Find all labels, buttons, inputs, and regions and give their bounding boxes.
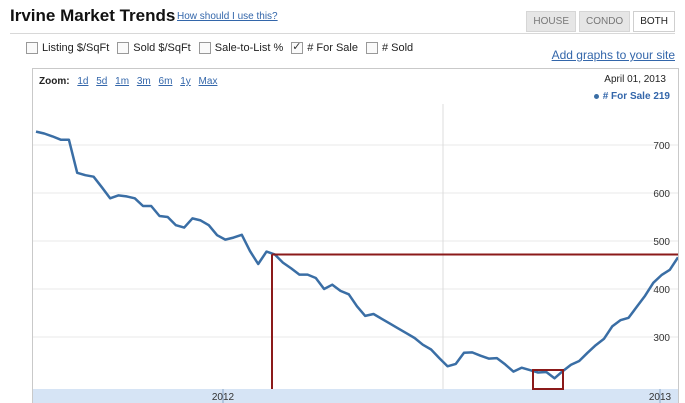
checkbox-box[interactable]: [291, 40, 304, 54]
add-graphs-link[interactable]: Add graphs to your site: [551, 48, 675, 62]
checkbox-sold[interactable]: # Sold: [365, 42, 414, 54]
series-legend: # For Sale 219: [593, 91, 670, 102]
checkbox-box[interactable]: [26, 42, 38, 54]
checkbox-label: Listing $/SqFt: [42, 42, 110, 54]
zoom-max[interactable]: Max: [198, 76, 218, 87]
graph-options: Listing $/SqFt Sold $/SqFt Sale-to-List …: [26, 40, 414, 54]
checkbox-label: Sale-to-List %: [214, 42, 284, 54]
y-tick-label: 500: [653, 237, 670, 248]
market-chart: 700 600 500 400 300 2012 2013 Zoom: 1d 5d 1m 3…: [32, 68, 679, 403]
zoom-bar: Zoom: 1d 5d 1m 3m 6m 1y Max: [39, 76, 217, 87]
x-axis-band: [33, 389, 678, 403]
checkbox-for-sale[interactable]: # For Sale: [291, 40, 358, 54]
zoom-1m[interactable]: 1m: [115, 76, 130, 87]
checkbox-sold-sqft[interactable]: Sold $/SqFt: [117, 42, 191, 54]
y-tick-label: 300: [653, 333, 670, 344]
legend-label: # For Sale: [602, 91, 651, 102]
checkbox-label: # Sold: [381, 42, 414, 54]
property-type-tabs: HOUSE CONDO BOTH: [526, 11, 675, 32]
checkbox-box[interactable]: [117, 42, 130, 54]
x-tick-label: 2012: [212, 392, 235, 403]
checkbox-box[interactable]: [365, 42, 378, 54]
checkbox-listing-sqft[interactable]: Listing $/SqFt: [26, 42, 109, 54]
zoom-5d[interactable]: 5d: [96, 76, 108, 87]
y-tick-label: 600: [653, 189, 670, 200]
zoom-1d[interactable]: 1d: [77, 76, 89, 87]
checkbox-box[interactable]: [198, 42, 211, 54]
help-link[interactable]: How should I use this?: [177, 11, 278, 22]
zoom-1y[interactable]: 1y: [180, 76, 191, 87]
chart-canvas: 700 600 500 400 300 2012 2013: [33, 104, 678, 403]
checkbox-label: Sold $/SqFt: [133, 42, 191, 54]
checkbox-label: # For Sale: [307, 42, 358, 54]
minimum-box: [532, 369, 564, 390]
series-line-for-sale: [35, 130, 678, 380]
y-tick-label: 400: [653, 285, 670, 296]
legend-value: 219: [653, 91, 670, 102]
checkbox-sale-to-list[interactable]: Sale-to-List %: [198, 42, 284, 54]
header-divider: [10, 33, 675, 34]
series-dot-icon: [593, 93, 599, 99]
tab-house[interactable]: HOUSE: [526, 11, 576, 32]
zoom-3m[interactable]: 3m: [136, 76, 151, 87]
zoom-6m[interactable]: 6m: [158, 76, 173, 87]
readout-date: April 01, 2013: [604, 74, 666, 85]
tab-condo[interactable]: CONDO: [578, 11, 631, 32]
zoom-label: Zoom:: [39, 76, 70, 87]
page-title: Irvine Market Trends: [10, 6, 176, 25]
y-tick-label: 700: [653, 141, 670, 152]
x-tick-label: 2013: [649, 392, 672, 403]
tab-both[interactable]: BOTH: [633, 11, 675, 32]
